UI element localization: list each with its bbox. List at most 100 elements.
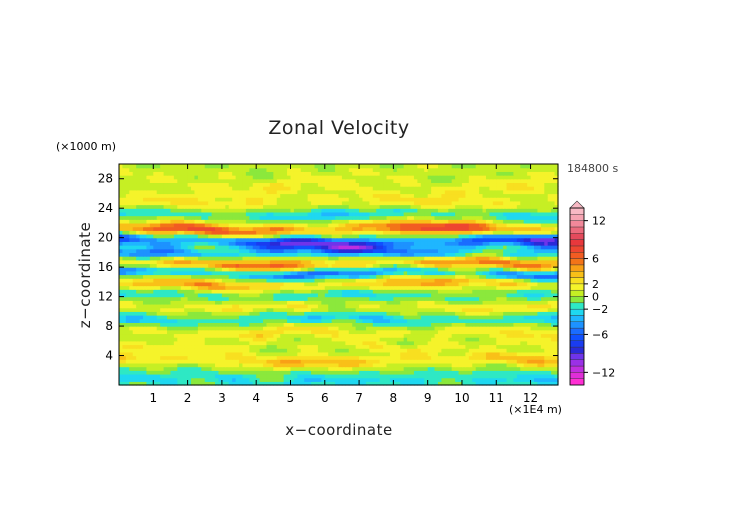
heatmap-cell [441, 270, 446, 276]
heatmap-cell [197, 245, 202, 250]
heatmap-cell [228, 381, 233, 386]
heatmap-cell [167, 296, 172, 301]
heatmap-cell [256, 248, 261, 253]
heatmap-cell [153, 285, 158, 290]
heatmap-cell [311, 366, 316, 371]
heatmap-cell [527, 292, 532, 298]
heatmap-cell [311, 370, 316, 375]
heatmap-cell [527, 381, 532, 386]
heatmap-cell [153, 303, 158, 309]
heatmap-cell [304, 303, 309, 309]
heatmap-cell [259, 322, 264, 327]
heatmap-cell [335, 270, 340, 276]
heatmap-cell [187, 322, 192, 327]
heatmap-cell [239, 381, 244, 386]
heatmap-cell [376, 296, 381, 301]
heatmap-cell [451, 340, 456, 346]
heatmap-cell [293, 318, 298, 323]
heatmap-cell [280, 252, 285, 257]
heatmap-cell [252, 362, 257, 368]
heatmap-cell [297, 248, 302, 253]
heatmap-cell [407, 355, 412, 360]
heatmap-cell [437, 370, 442, 375]
heatmap-cell [300, 248, 305, 253]
heatmap-cell [444, 318, 449, 323]
heatmap-cell [160, 285, 165, 290]
heatmap-cell [146, 285, 151, 290]
heatmap-cell [252, 351, 257, 357]
heatmap-cell [160, 311, 165, 316]
heatmap-cell [331, 311, 336, 316]
heatmap-cell [468, 252, 473, 257]
heatmap-cell [341, 300, 346, 305]
heatmap-cell [520, 355, 525, 360]
heatmap-cell [420, 256, 425, 261]
heatmap-cell [311, 303, 316, 309]
heatmap-cell [352, 307, 357, 312]
heatmap-cell [293, 344, 298, 349]
heatmap-cell [335, 263, 340, 268]
heatmap-cell [362, 278, 367, 283]
heatmap-cell [187, 355, 192, 360]
heatmap-cell [345, 289, 350, 294]
heatmap-cell [321, 311, 326, 316]
heatmap-cell [221, 267, 226, 272]
heatmap-cell [225, 292, 230, 298]
heatmap-cell [544, 348, 549, 353]
heatmap-cell [228, 377, 233, 382]
heatmap-cell [263, 337, 268, 342]
heatmap-cell [201, 329, 206, 335]
heatmap-cell [211, 344, 216, 349]
heatmap-cell [468, 315, 473, 320]
heatmap-cell [136, 355, 141, 360]
heatmap-cell [170, 326, 175, 331]
heatmap-cell [311, 322, 316, 327]
heatmap-cell [441, 359, 446, 364]
heatmap-cell [153, 300, 158, 305]
heatmap-cell [372, 322, 377, 327]
heatmap-cell [472, 351, 477, 357]
heatmap-cell [407, 278, 412, 283]
heatmap-cell [434, 355, 439, 360]
heatmap-cell [441, 370, 446, 375]
heatmap-cell [232, 344, 237, 349]
heatmap-cell [513, 285, 518, 290]
heatmap-cell [266, 274, 271, 279]
heatmap-cell [530, 370, 535, 375]
heatmap-cell [427, 307, 432, 312]
heatmap-cell [540, 340, 545, 346]
heatmap-cell [235, 285, 240, 290]
heatmap-cell [187, 241, 192, 246]
heatmap-cell [489, 373, 494, 379]
heatmap-cell [143, 303, 148, 309]
heatmap-cell [314, 326, 319, 331]
heatmap-cell [396, 329, 401, 335]
heatmap-cell [516, 285, 521, 290]
heatmap-cell [335, 315, 340, 320]
heatmap-cell [170, 344, 175, 349]
heatmap-cell [427, 303, 432, 309]
heatmap-cell [485, 267, 491, 272]
heatmap-cell [413, 337, 418, 342]
heatmap-cell [187, 252, 192, 257]
heatmap-cell [475, 289, 480, 294]
heatmap-cell [516, 377, 521, 382]
heatmap-cell [263, 381, 268, 386]
heatmap-cell [228, 344, 233, 349]
heatmap-cell [170, 285, 175, 290]
heatmap-cell [424, 318, 429, 323]
heatmap-cell [266, 259, 271, 265]
heatmap-cell [235, 252, 240, 257]
heatmap-cell [187, 315, 192, 320]
heatmap-cell [376, 355, 381, 360]
heatmap-cell [458, 348, 463, 353]
heatmap-cell [359, 370, 364, 375]
heatmap-cell [269, 263, 274, 268]
heatmap-cell [427, 281, 432, 287]
heatmap-cell [393, 344, 398, 349]
heatmap-cell [263, 248, 268, 253]
heatmap-cell [197, 300, 202, 305]
heatmap-cell [197, 307, 202, 312]
heatmap-cell [348, 337, 353, 342]
heatmap-cell [156, 274, 161, 279]
